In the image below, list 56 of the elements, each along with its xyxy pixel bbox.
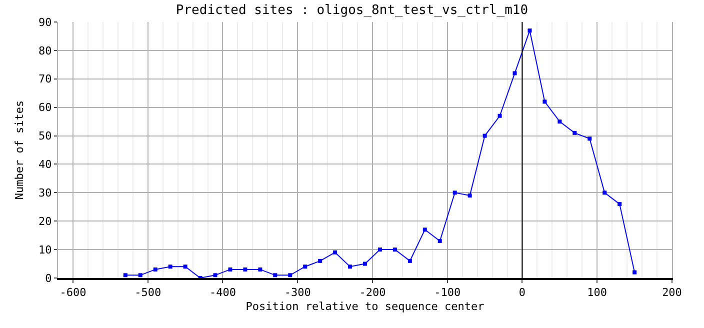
x-tick-label: -500: [134, 286, 162, 300]
point: [153, 267, 158, 272]
y-tick-label: 80: [38, 44, 52, 58]
x-tick-label: 0: [518, 286, 526, 300]
point: [228, 267, 232, 272]
point: [168, 264, 172, 269]
point: [243, 267, 248, 272]
y-tick-label: 0: [45, 272, 52, 285]
point: [572, 130, 577, 135]
y-tick-label: 30: [38, 186, 52, 200]
point: [482, 134, 487, 138]
x-tick-label: -100: [434, 286, 461, 300]
x-tick-label: 100: [587, 286, 608, 300]
point: [632, 270, 637, 274]
point: [288, 273, 292, 278]
point: [123, 273, 128, 278]
point: [378, 248, 382, 252]
x-tick-label: 200: [662, 286, 682, 300]
y-tick-label: 70: [38, 72, 52, 86]
point: [422, 228, 427, 232]
point: [542, 100, 547, 104]
point: [512, 71, 517, 76]
y-tick-label: 40: [38, 158, 52, 172]
x-axis-title: Position relative to sequence center: [246, 300, 485, 313]
point: [452, 190, 457, 195]
y-tick-label: 90: [38, 16, 52, 29]
y-tick-label: 20: [38, 214, 52, 228]
point: [438, 239, 442, 244]
y-tick-label: 60: [38, 101, 52, 114]
point: [528, 28, 532, 33]
point: [498, 114, 502, 118]
point: [213, 273, 218, 278]
y-tick-label: 10: [38, 243, 52, 256]
y-tick-label: 50: [38, 130, 52, 143]
point: [258, 267, 262, 272]
point: [618, 202, 622, 206]
point: [318, 258, 322, 263]
point: [273, 273, 278, 278]
chart-title: Predicted sites : oligos_8nt_test_vs_ctrl_m10: [176, 3, 528, 18]
point: [363, 262, 367, 266]
x-tick-label: -400: [209, 286, 236, 300]
point: [138, 273, 142, 278]
point: [408, 258, 412, 263]
y-axis-title: Number of sites: [13, 100, 26, 200]
point: [303, 264, 308, 269]
point: [558, 120, 562, 124]
x-tick-label: -600: [60, 286, 86, 300]
x-tick-label: -200: [359, 286, 386, 300]
point: [588, 136, 592, 141]
point: [348, 264, 352, 269]
point: [602, 190, 607, 195]
point: [392, 248, 397, 252]
point: [183, 264, 188, 269]
point: [333, 250, 338, 254]
point: [468, 194, 472, 198]
x-tick-label: -300: [284, 286, 311, 300]
